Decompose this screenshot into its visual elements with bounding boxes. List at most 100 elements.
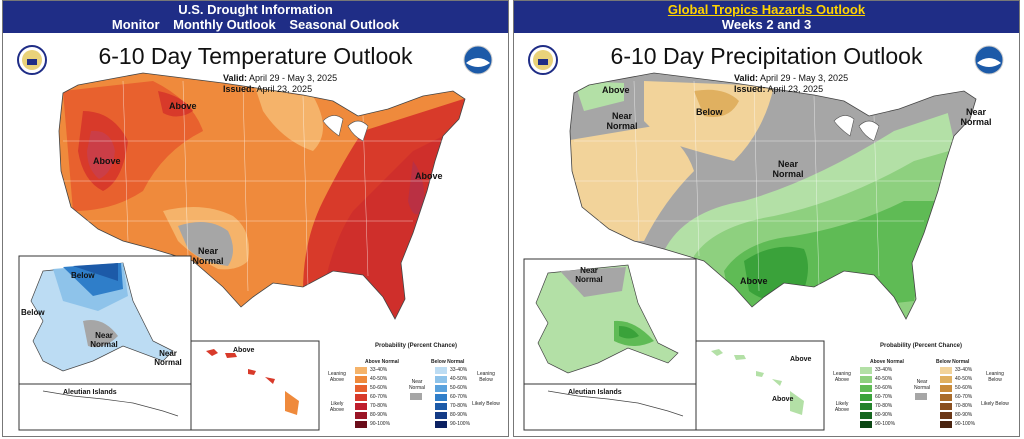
- legend-above-swatch: 90-100%: [355, 421, 405, 429]
- legend-range-label: 80-90%: [370, 412, 388, 418]
- hi-label-above-1: Above: [790, 356, 812, 363]
- legend-above-swatch: 70-80%: [355, 403, 405, 411]
- legend-range-label: 70-80%: [955, 403, 973, 409]
- ak-label-near-normal-2: Near Normal: [154, 349, 182, 367]
- legend-range-label: 40-50%: [370, 376, 388, 382]
- doc-seal-icon: [528, 45, 558, 75]
- global-tropics-hazards-link[interactable]: Global Tropics Hazards Outlook: [667, 2, 866, 17]
- legend-range-label: 90-100%: [875, 421, 896, 427]
- seasonal-outlook-link[interactable]: Seasonal Outlook: [289, 17, 400, 32]
- legend-above-swatch: 60-70%: [860, 394, 910, 402]
- legend-below-swatch: 40-50%: [435, 376, 485, 384]
- weeks-label: Weeks 2 and 3: [721, 17, 812, 32]
- legend-below-swatch: 40-50%: [940, 376, 990, 384]
- precipitation-title: 6-10 Day Precipitation Outlook: [610, 43, 923, 69]
- map-label-below-north: Below: [696, 107, 723, 117]
- temperature-title: 6-10 Day Temperature Outlook: [98, 43, 413, 69]
- legend-above-swatch: 33-40%: [860, 367, 910, 375]
- legend-range-label: 50-60%: [370, 385, 388, 391]
- legend-below-swatch: 33-40%: [940, 367, 990, 375]
- precipitation-legend: Probability (Percent Chance) Above Norma…: [833, 343, 1009, 429]
- legend-range-label: 40-50%: [875, 376, 893, 382]
- legend-range-label: 60-70%: [955, 394, 973, 400]
- map-label-above-nw: Above: [602, 85, 630, 95]
- legend-above-swatch: 40-50%: [860, 376, 910, 384]
- temperature-legend: Probability (Percent Chance) Above Norma…: [328, 343, 500, 429]
- legend-above-swatch: 70-80%: [860, 403, 910, 411]
- noaa-logo-icon: [463, 45, 493, 75]
- precipitation-map: [523, 72, 977, 431]
- legend-range-label: 70-80%: [450, 403, 468, 409]
- aleutian-label: Aleutian Islands: [63, 389, 117, 396]
- ak-label-near-normal: Near Normal: [90, 331, 118, 349]
- legend-range-label: 60-70%: [875, 394, 893, 400]
- legend-below-swatch: 60-70%: [435, 394, 485, 402]
- legend-below-swatch: 90-100%: [940, 421, 990, 429]
- map-label-near-normal-center: Near Normal: [772, 159, 804, 179]
- legend-range-label: 33-40%: [450, 367, 468, 373]
- aleutian-label: Aleutian Islands: [568, 389, 622, 396]
- map-label-near-normal-ne: Near Normal: [960, 107, 992, 127]
- doc-seal-icon: [17, 45, 47, 75]
- map-label-above-north: Above: [169, 101, 197, 111]
- hi-label-above: Above: [233, 347, 255, 354]
- precipitation-panel: Global Tropics Hazards Outlook Weeks 2 a…: [513, 0, 1020, 437]
- legend-range-label: 33-40%: [875, 367, 893, 373]
- legend-below-swatch: 80-90%: [940, 412, 990, 420]
- alaska-shading: [30, 262, 174, 372]
- precipitation-valid-dates: Valid: April 29 - May 3, 2025 Issued: Ap…: [734, 73, 849, 94]
- map-label-near-normal-west: Near Normal: [606, 111, 638, 131]
- hi-label-above-2: Above: [772, 396, 794, 403]
- legend-range-label: 33-40%: [370, 367, 388, 373]
- legend-range-label: 80-90%: [450, 412, 468, 418]
- legend-above-swatch: 40-50%: [355, 376, 405, 384]
- legend-above-swatch: 80-90%: [860, 412, 910, 420]
- legend-range-label: 60-70%: [370, 394, 388, 400]
- monitor-link[interactable]: Monitor: [111, 17, 160, 32]
- ak-label-near-normal: Near Normal: [575, 266, 603, 284]
- legend-range-label: 50-60%: [450, 385, 468, 391]
- hawaii-precip-shading: [711, 349, 804, 415]
- legend-below-swatch: 50-60%: [940, 385, 990, 393]
- legend-range-label: 50-60%: [955, 385, 973, 391]
- legend-below-swatch: 80-90%: [435, 412, 485, 420]
- legend-above-swatch: 33-40%: [355, 367, 405, 375]
- legend-below-swatch: 50-60%: [435, 385, 485, 393]
- legend-range-label: 90-100%: [955, 421, 976, 427]
- legend-above-swatch: 90-100%: [860, 421, 910, 429]
- legend-range-label: 40-50%: [450, 376, 468, 382]
- legend-below-swatch: 90-100%: [435, 421, 485, 429]
- legend-above-swatch: 80-90%: [355, 412, 405, 420]
- drought-info-link[interactable]: U.S. Drought Information: [178, 2, 333, 17]
- temperature-map: [18, 72, 466, 431]
- noaa-logo-icon: [974, 45, 1004, 75]
- legend-range-label: 33-40%: [955, 367, 973, 373]
- drought-header: U.S. Drought Information Monitor Monthly…: [3, 1, 508, 33]
- temperature-panel: U.S. Drought Information Monitor Monthly…: [2, 0, 509, 437]
- monthly-outlook-link[interactable]: Monthly Outlook: [173, 17, 276, 32]
- legend-range-label: 50-60%: [875, 385, 893, 391]
- legend-above-swatch: 60-70%: [355, 394, 405, 402]
- map-label-near-normal: Near Normal: [192, 246, 224, 266]
- legend-below-swatch: 60-70%: [940, 394, 990, 402]
- map-label-above-east: Above: [415, 171, 443, 181]
- legend-below-swatch: 33-40%: [435, 367, 485, 375]
- tropics-header: Global Tropics Hazards Outlook Weeks 2 a…: [514, 1, 1019, 33]
- legend-range-label: 80-90%: [875, 412, 893, 418]
- map-label-above-south: Above: [740, 276, 768, 286]
- legend-above-swatch: 50-60%: [860, 385, 910, 393]
- legend-range-label: 90-100%: [450, 421, 471, 427]
- alaska-precip-shading: [535, 264, 679, 374]
- legend-range-label: 90-100%: [370, 421, 391, 427]
- legend-below-swatch: 70-80%: [940, 403, 990, 411]
- legend-range-label: 70-80%: [875, 403, 893, 409]
- legend-range-label: 40-50%: [955, 376, 973, 382]
- ak-label-below-west: Below: [21, 308, 45, 317]
- legend-below-swatch: 70-80%: [435, 403, 485, 411]
- legend-range-label: 60-70%: [450, 394, 468, 400]
- ak-label-below: Below: [71, 271, 95, 280]
- temperature-valid-dates: Valid: April 29 - May 3, 2025 Issued: Ap…: [223, 73, 338, 94]
- legend-range-label: 70-80%: [370, 403, 388, 409]
- legend-range-label: 80-90%: [955, 412, 973, 418]
